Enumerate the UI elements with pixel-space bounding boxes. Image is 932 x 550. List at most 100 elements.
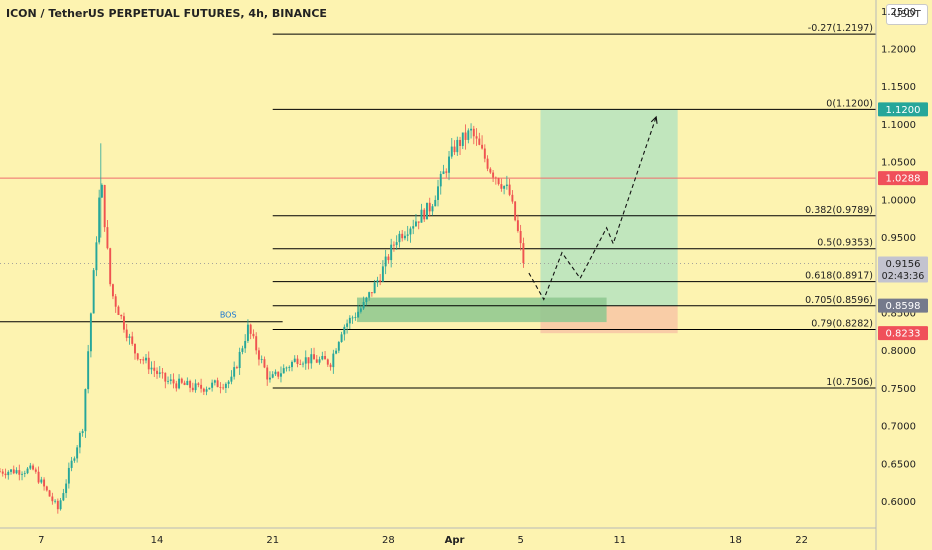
- candle: [263, 359, 266, 368]
- countdown-label: 02:43:36: [882, 271, 925, 282]
- candle: [54, 500, 57, 502]
- price-badge-bg: [878, 298, 928, 313]
- candle: [56, 500, 59, 510]
- currency-unit-button[interactable]: USDT: [886, 4, 928, 25]
- candle: [285, 367, 288, 369]
- candle: [67, 467, 70, 484]
- candle: [134, 343, 136, 354]
- candle: [158, 372, 161, 374]
- candle: [230, 376, 233, 382]
- price-badge-bg: [878, 326, 928, 341]
- candle: [459, 139, 462, 146]
- candle: [274, 371, 277, 375]
- candle: [401, 233, 404, 239]
- price-badge-bg: [878, 102, 928, 117]
- candle: [211, 382, 214, 388]
- candle: [282, 368, 285, 374]
- candle: [76, 447, 79, 459]
- candle: [379, 280, 382, 282]
- candle: [293, 358, 296, 362]
- candle: [406, 234, 409, 236]
- candle: [59, 500, 62, 510]
- candle: [249, 324, 252, 334]
- fib-label: 0.618(0.8917): [805, 271, 873, 282]
- candle: [346, 323, 349, 327]
- candle: [445, 171, 448, 173]
- candle: [492, 172, 495, 178]
- candle: [0, 471, 1, 473]
- candle: [332, 353, 335, 368]
- candle: [227, 381, 230, 384]
- price-badge-label: 0.9156: [886, 259, 921, 270]
- candle: [461, 132, 464, 146]
- candle: [120, 315, 123, 317]
- candle: [516, 220, 519, 231]
- price-tick-label: 1.0000: [881, 195, 916, 206]
- candle: [142, 359, 145, 361]
- candle: [1, 471, 4, 474]
- candle: [178, 378, 181, 389]
- time-tick-label: Apr: [445, 535, 465, 546]
- candle: [241, 348, 244, 352]
- candle: [268, 377, 271, 380]
- candle: [197, 383, 200, 385]
- candle: [65, 483, 68, 494]
- candle: [260, 359, 263, 360]
- candle: [246, 324, 249, 341]
- candle: [103, 184, 106, 228]
- candle: [216, 380, 219, 388]
- candle: [106, 227, 109, 249]
- candle: [307, 357, 310, 364]
- candle: [442, 171, 445, 174]
- price-tick-label: 1.0500: [881, 158, 916, 169]
- price-tick-label: 1.1000: [881, 120, 916, 131]
- candle: [222, 387, 225, 389]
- candle: [51, 496, 54, 502]
- candle: [21, 473, 24, 475]
- candle: [384, 256, 387, 267]
- price-badge: 1.0288: [878, 171, 928, 186]
- time-tick-label: 18: [729, 535, 742, 546]
- candle: [376, 280, 379, 283]
- candle: [23, 473, 26, 474]
- candle: [428, 202, 431, 212]
- candle: [373, 282, 376, 294]
- price-badge-label: 0.8598: [886, 301, 921, 312]
- candle: [180, 378, 183, 383]
- candle: [291, 361, 293, 368]
- price-tick-label: 1.1500: [881, 82, 916, 93]
- candle: [29, 465, 32, 469]
- candle: [514, 201, 517, 221]
- candle: [481, 144, 484, 149]
- candle: [109, 248, 112, 285]
- candle: [381, 266, 384, 282]
- candle: [431, 206, 434, 212]
- candle: [150, 367, 153, 370]
- candle: [95, 242, 98, 271]
- projection-path: [528, 116, 657, 301]
- candle: [299, 364, 302, 365]
- fib-label: -0.27(1.2197): [808, 23, 873, 34]
- candle: [194, 383, 197, 391]
- candle: [238, 351, 241, 369]
- candle: [257, 350, 260, 360]
- candle: [111, 284, 114, 297]
- candle: [337, 342, 340, 351]
- candle: [511, 194, 514, 202]
- price-tick-label: 1.2500: [881, 7, 916, 18]
- candle: [348, 317, 351, 324]
- fib-label: 0.5(0.9353): [817, 238, 873, 249]
- candle: [202, 388, 205, 392]
- entry-zone: [357, 297, 607, 323]
- candle: [78, 433, 81, 448]
- candle: [508, 184, 511, 195]
- candle: [324, 356, 327, 360]
- candle: [244, 340, 247, 349]
- candle: [84, 389, 87, 432]
- candle: [10, 469, 12, 472]
- candle: [335, 350, 338, 354]
- time-tick-label: 11: [613, 535, 626, 546]
- candle: [304, 357, 307, 364]
- candle: [464, 132, 467, 140]
